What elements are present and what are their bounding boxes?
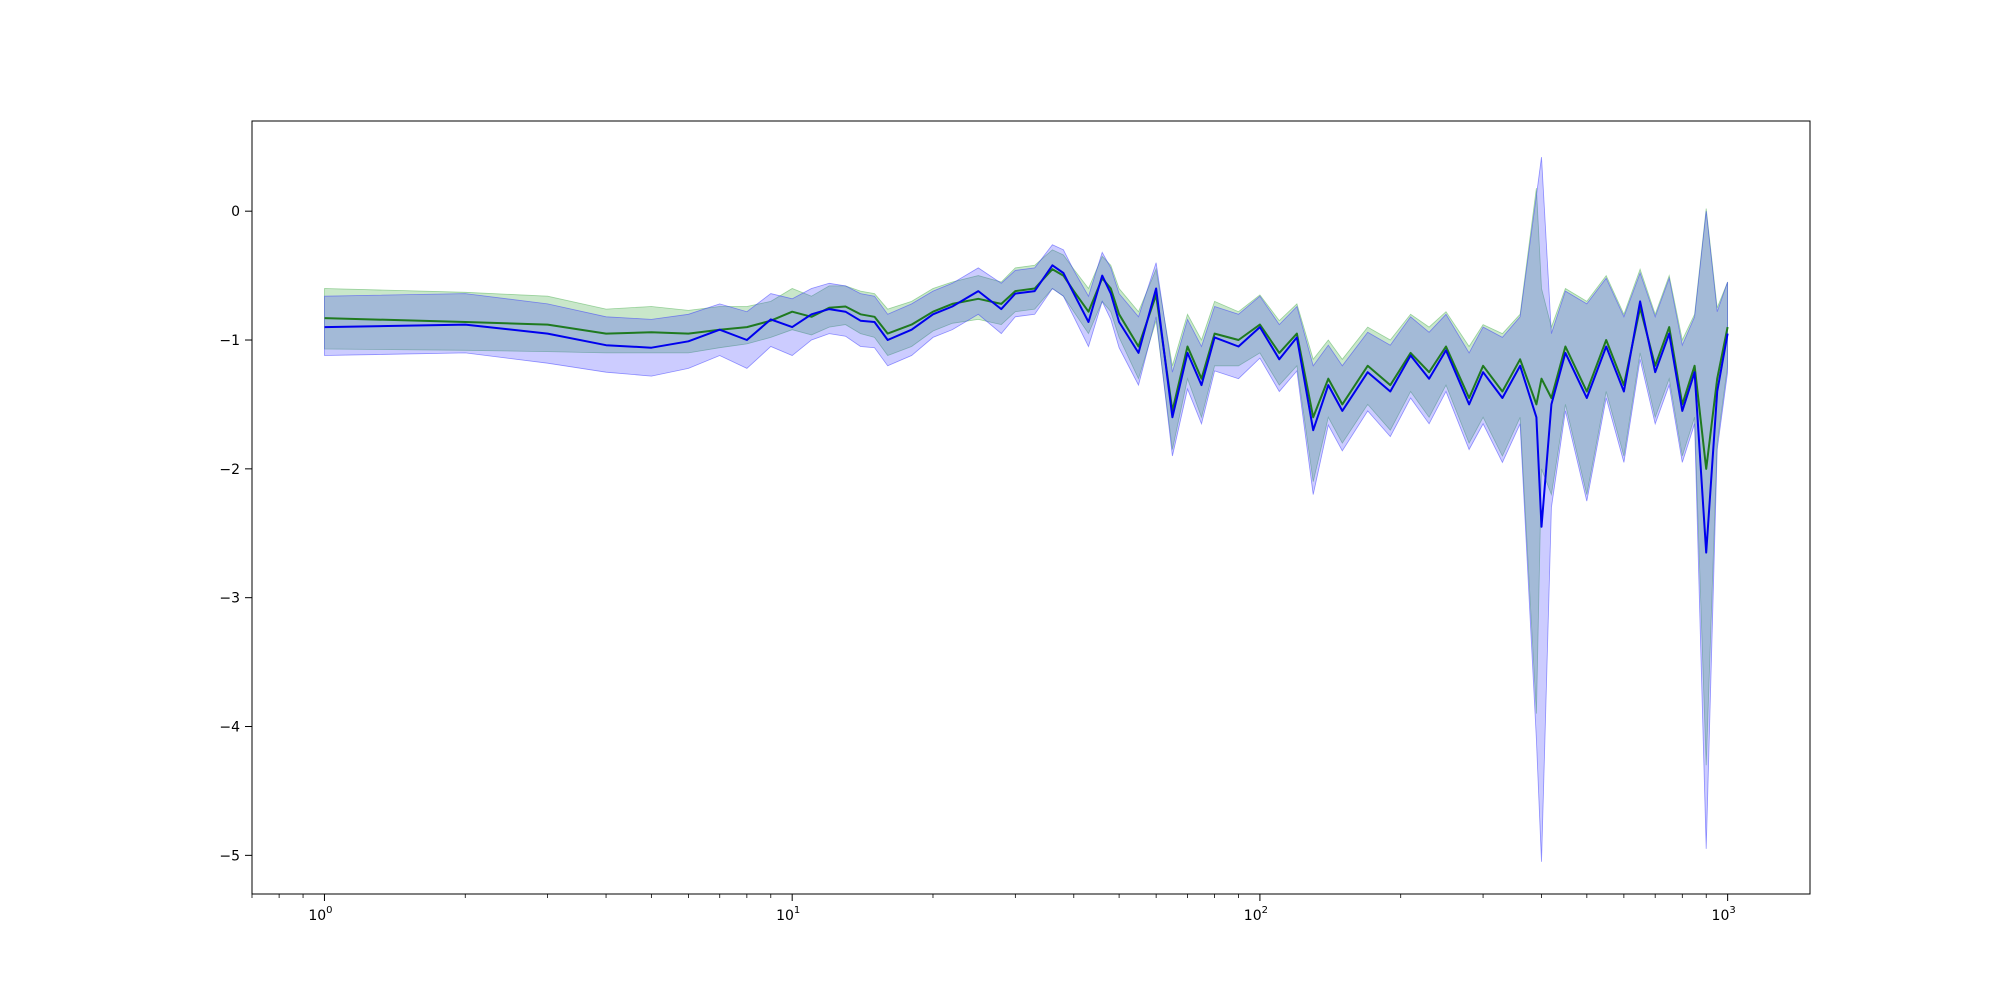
x-tick-label: 103: [1712, 905, 1736, 924]
y-tick-label: −3: [219, 591, 240, 607]
y-tick-label: −2: [219, 462, 240, 478]
y-tick-label: −5: [219, 848, 240, 864]
y-tick-label: 0: [231, 204, 240, 220]
confidence-bands: [324, 157, 1728, 862]
y-axis: 0 −1 −2 −3 −4 −5: [219, 204, 252, 864]
line-series-1: [324, 268, 1729, 470]
x-tick-label: 102: [1244, 905, 1268, 924]
y-tick-label: −4: [219, 720, 240, 736]
plot-frame: [251, 120, 1811, 895]
x-axis: 100 101 102 103: [251, 894, 1736, 924]
line-series-2: [324, 264, 1729, 554]
y-tick-label: −1: [219, 333, 240, 349]
series-lines: [324, 264, 1729, 554]
x-tick-label: 101: [776, 905, 800, 924]
x-tick-label: 100: [308, 905, 332, 924]
band-series-2: [324, 157, 1728, 862]
